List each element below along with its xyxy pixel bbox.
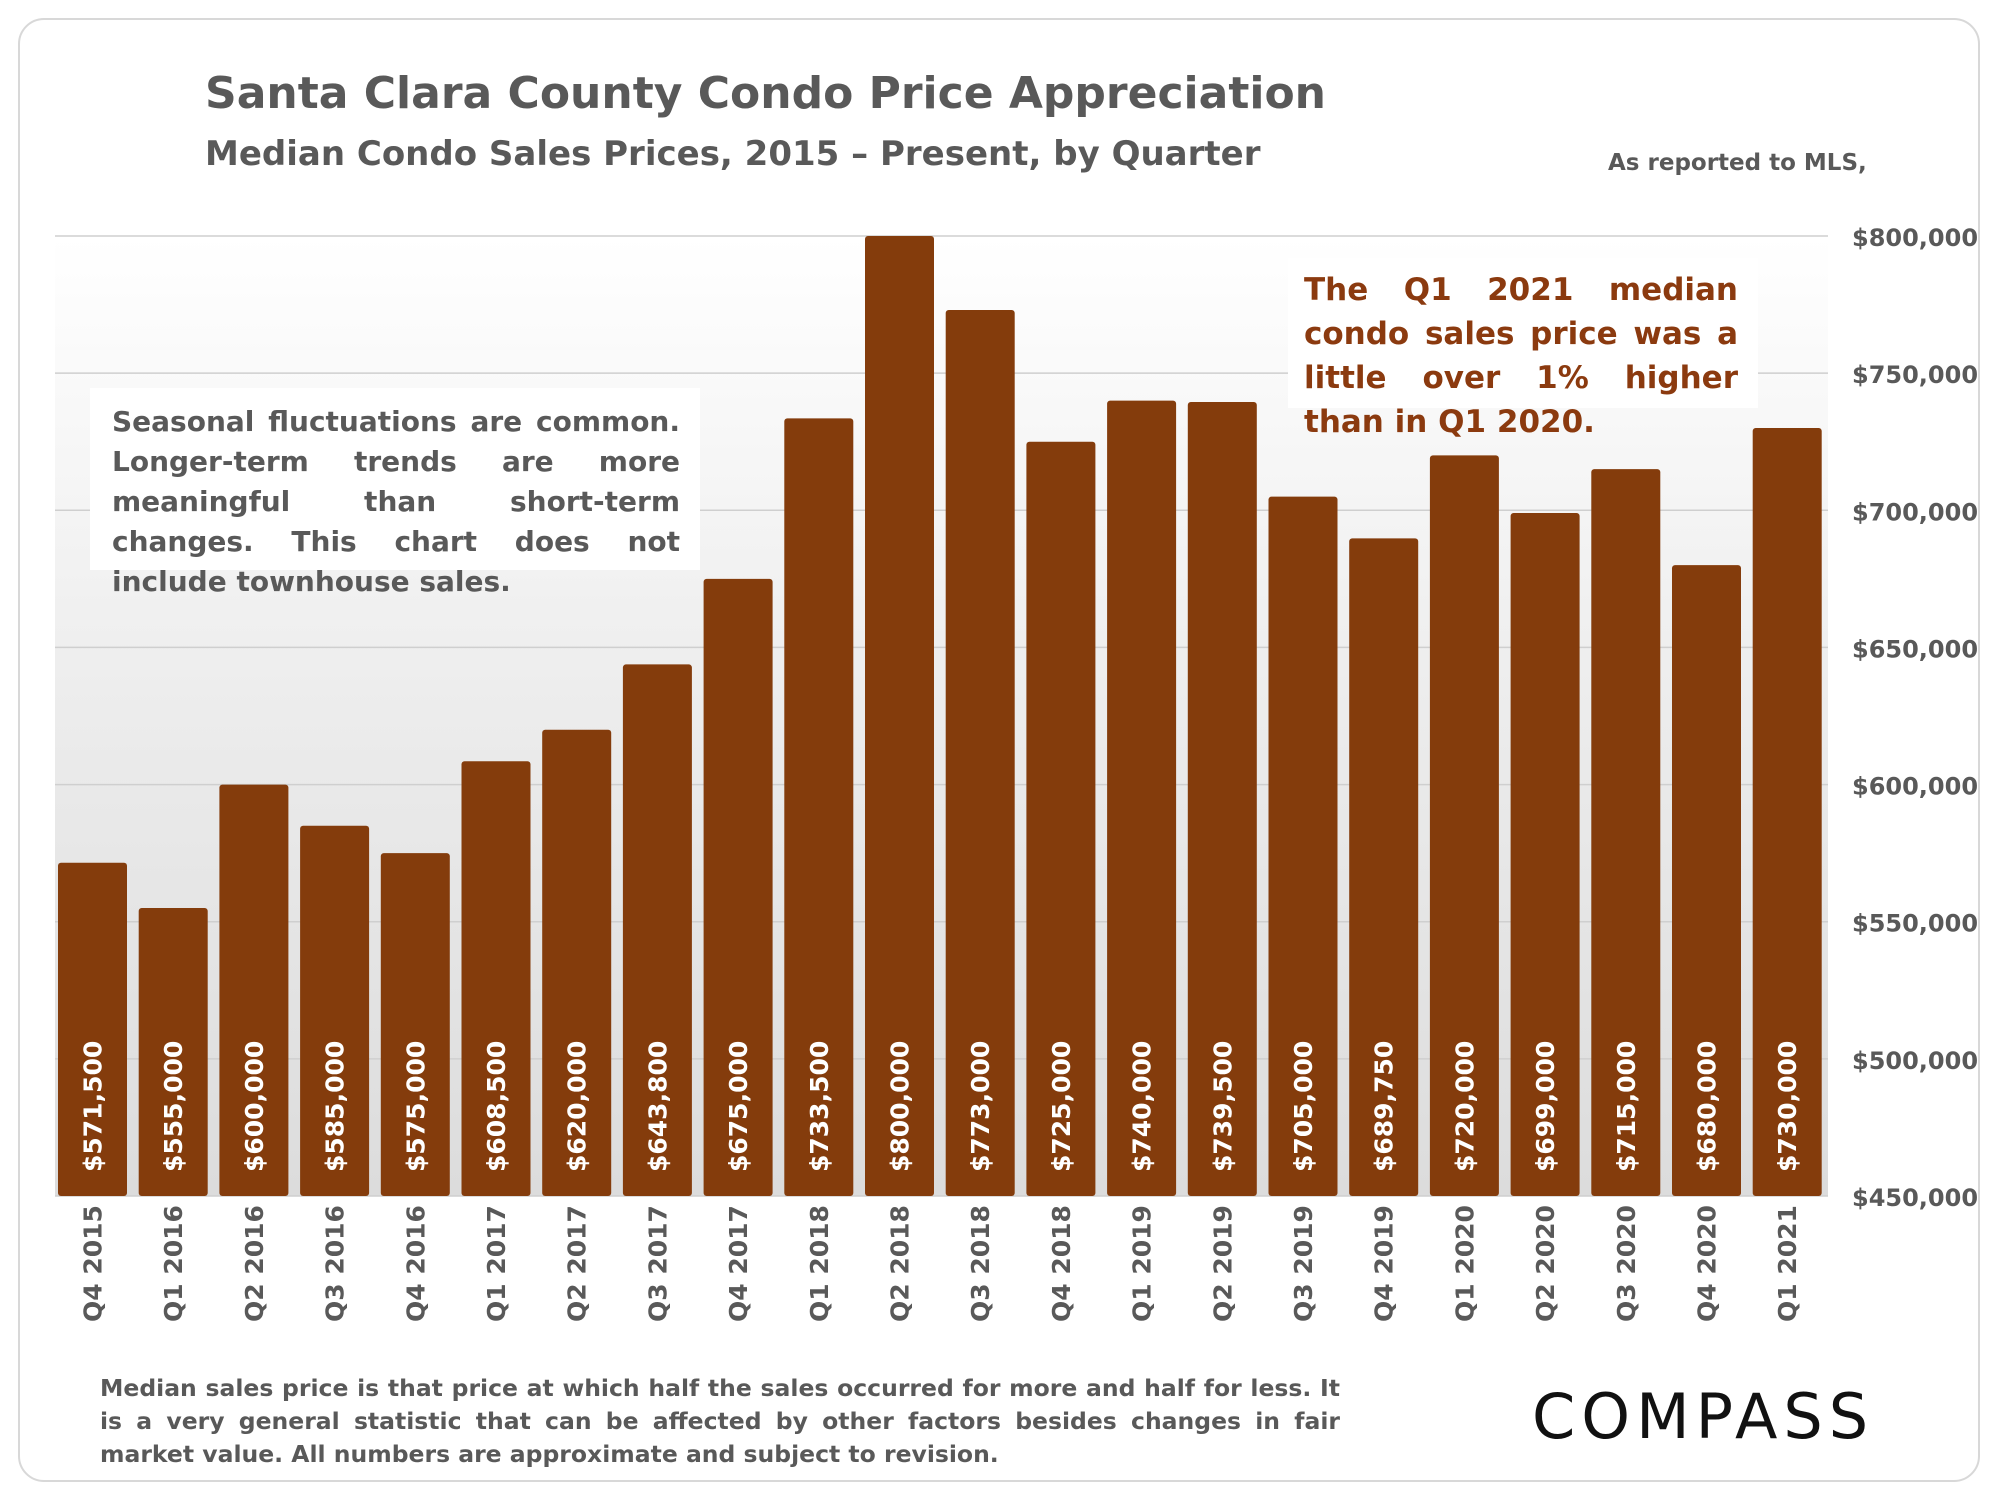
x-tick-label: Q2 2019 [1208,1205,1237,1322]
y-tick-label: $500,000 [1852,1047,1978,1075]
x-tick-label: Q2 2016 [240,1205,269,1322]
data-labels: $571,500 $555,000 $600,000 $585,000 $575,000… [79,1041,1803,1172]
x-axis-labels: Q4 2015 Q1 2016 Q2 2016 Q3 2016 Q4 2016 Q1 20… [79,1205,1803,1322]
bar-value-label: $608,500 [482,1041,511,1172]
y-tick-label: $600,000 [1852,773,1978,801]
highlight-note: The Q1 2021 median condo sales price was… [1288,258,1758,440]
bar-value-label: $739,500 [1208,1041,1237,1172]
bar [622,664,692,1196]
footnote: Median sales price is that price at whic… [100,1374,1340,1468]
bar [58,862,127,1196]
bar [1672,565,1741,1196]
bar-value-label: $675,000 [724,1041,753,1172]
bar-value-label: $680,000 [1693,1041,1722,1172]
chart-title: Santa Clara County Condo Price Appreciat… [205,68,1326,119]
y-tick-label: $800,000 [1852,224,1978,252]
bar-value-label: $725,000 [1047,1041,1076,1172]
bar-value-label: $733,500 [805,1041,834,1172]
bar [1268,496,1338,1197]
y-tick-label: $750,000 [1852,361,1978,389]
bar-value-label: $555,000 [159,1041,188,1172]
x-tick-label: Q1 2020 [1450,1205,1479,1322]
bar-value-label: $720,000 [1450,1041,1479,1172]
bar [219,784,289,1196]
x-tick-label: Q1 2016 [159,1205,188,1322]
bar-value-label: $699,000 [1531,1041,1560,1172]
bar [703,578,773,1196]
x-tick-label: Q4 2020 [1693,1205,1722,1322]
bar-value-label: $620,000 [563,1041,592,1172]
bar [542,729,612,1196]
x-tick-label: Q4 2018 [1047,1205,1076,1322]
source-note: As reported to MLS, [1608,150,1867,176]
bar [300,825,370,1196]
y-tick-label: $650,000 [1852,635,1978,663]
x-tick-label: Q2 2018 [886,1205,915,1322]
y-axis-labels: $450,000 $500,000 $550,000 $600,000 $650,000… [1852,224,1978,1212]
bar [1752,428,1822,1196]
bar [461,761,531,1196]
bar [784,418,854,1196]
x-tick-label: Q1 2017 [482,1205,511,1322]
compass-logo: COMPASS [1532,1380,1875,1453]
bar [945,310,1015,1196]
bar [138,908,208,1196]
bar-value-label: $585,000 [321,1041,350,1172]
x-tick-label: Q3 2016 [321,1205,350,1322]
x-tick-label: Q3 2020 [1612,1205,1641,1322]
bar-value-label: $705,000 [1289,1041,1318,1172]
x-tick-label: Q2 2017 [563,1205,592,1322]
seasonal-note: Seasonal fluctuations are common. Longer… [90,388,700,598]
bar [1591,469,1661,1197]
bar-value-label: $571,500 [79,1041,108,1172]
x-tick-label: Q4 2019 [1370,1205,1399,1322]
bar [865,236,934,1196]
x-tick-label: Q3 2018 [966,1205,995,1322]
x-tick-label: Q4 2016 [401,1205,430,1322]
bar [380,853,450,1196]
x-tick-label: Q2 2020 [1531,1205,1560,1322]
bar-value-label: $773,000 [966,1041,995,1172]
bar [1026,441,1096,1196]
bar-value-label: $730,000 [1773,1041,1802,1172]
bar-value-label: $800,000 [886,1041,915,1172]
x-tick-label: Q3 2017 [643,1205,672,1322]
bar-value-label: $600,000 [240,1041,269,1172]
bar [1187,401,1257,1196]
x-tick-label: Q4 2017 [724,1205,753,1322]
y-tick-label: $550,000 [1852,910,1978,938]
x-tick-label: Q1 2018 [805,1205,834,1322]
y-tick-label: $700,000 [1852,498,1978,526]
bars [58,236,1822,1197]
bar [1349,538,1419,1196]
x-tick-label: Q1 2021 [1773,1205,1802,1322]
chart-subtitle: Median Condo Sales Prices, 2015 – Presen… [205,134,1261,174]
x-tick-label: Q4 2015 [79,1205,108,1322]
x-tick-label: Q1 2019 [1128,1205,1157,1322]
y-tick-label: $450,000 [1852,1184,1978,1212]
x-tick-label: Q3 2019 [1289,1205,1318,1322]
bar [1107,400,1177,1197]
bar [1429,455,1499,1196]
bar [1510,513,1580,1196]
bar-value-label: $643,800 [643,1041,672,1172]
bar-value-label: $715,000 [1612,1041,1641,1172]
bar-value-label: $740,000 [1128,1041,1157,1172]
bar-value-label: $689,750 [1370,1041,1399,1172]
bar-value-label: $575,000 [401,1041,430,1172]
